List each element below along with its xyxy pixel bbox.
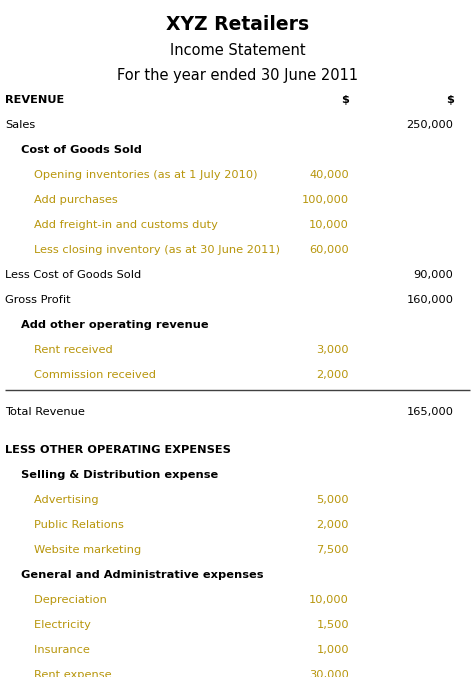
Text: 10,000: 10,000 <box>309 221 349 230</box>
Text: Add other operating revenue: Add other operating revenue <box>5 320 209 330</box>
Text: 30,000: 30,000 <box>309 670 349 677</box>
Text: $: $ <box>341 95 349 106</box>
Text: 100,000: 100,000 <box>302 196 349 205</box>
Text: 160,000: 160,000 <box>407 295 454 305</box>
Text: XYZ Retailers: XYZ Retailers <box>166 15 309 34</box>
Text: 2,000: 2,000 <box>317 521 349 531</box>
Text: 250,000: 250,000 <box>407 121 454 131</box>
Text: 7,500: 7,500 <box>316 546 349 555</box>
Text: Website marketing: Website marketing <box>5 546 141 555</box>
Text: Less closing inventory (as at 30 June 2011): Less closing inventory (as at 30 June 20… <box>5 246 280 255</box>
Text: Public Relations: Public Relations <box>5 521 124 531</box>
Text: 2,000: 2,000 <box>317 370 349 380</box>
Text: LESS OTHER OPERATING EXPENSES: LESS OTHER OPERATING EXPENSES <box>5 445 231 456</box>
Text: Rent expense: Rent expense <box>5 670 111 677</box>
Text: 60,000: 60,000 <box>309 246 349 255</box>
Text: Rent received: Rent received <box>5 345 113 355</box>
Text: Advertising: Advertising <box>5 496 98 506</box>
Text: REVENUE: REVENUE <box>5 95 64 106</box>
Text: 90,000: 90,000 <box>414 270 454 280</box>
Text: Add purchases: Add purchases <box>5 196 117 205</box>
Text: General and Administrative expenses: General and Administrative expenses <box>5 571 263 580</box>
Text: Electricity: Electricity <box>5 620 91 630</box>
Text: Opening inventories (as at 1 July 2010): Opening inventories (as at 1 July 2010) <box>5 171 257 181</box>
Text: Cost of Goods Sold: Cost of Goods Sold <box>5 146 142 156</box>
Text: 5,000: 5,000 <box>316 496 349 506</box>
Text: Selling & Distribution expense: Selling & Distribution expense <box>5 471 218 481</box>
Text: $: $ <box>446 95 454 106</box>
Text: 3,000: 3,000 <box>316 345 349 355</box>
Text: Commission received: Commission received <box>5 370 156 380</box>
Text: For the year ended 30 June 2011: For the year ended 30 June 2011 <box>117 68 358 83</box>
Text: Add freight-in and customs duty: Add freight-in and customs duty <box>5 221 218 230</box>
Text: Sales: Sales <box>5 121 35 131</box>
Text: 10,000: 10,000 <box>309 596 349 605</box>
Text: Gross Profit: Gross Profit <box>5 295 70 305</box>
Text: 1,000: 1,000 <box>316 645 349 655</box>
Text: Insurance: Insurance <box>5 645 90 655</box>
Text: 40,000: 40,000 <box>309 171 349 181</box>
Text: Depreciation: Depreciation <box>5 596 106 605</box>
Text: 165,000: 165,000 <box>407 407 454 416</box>
Text: Income Statement: Income Statement <box>170 43 305 58</box>
Text: Total Revenue: Total Revenue <box>5 407 85 416</box>
Text: Less Cost of Goods Sold: Less Cost of Goods Sold <box>5 270 141 280</box>
Text: 1,500: 1,500 <box>316 620 349 630</box>
